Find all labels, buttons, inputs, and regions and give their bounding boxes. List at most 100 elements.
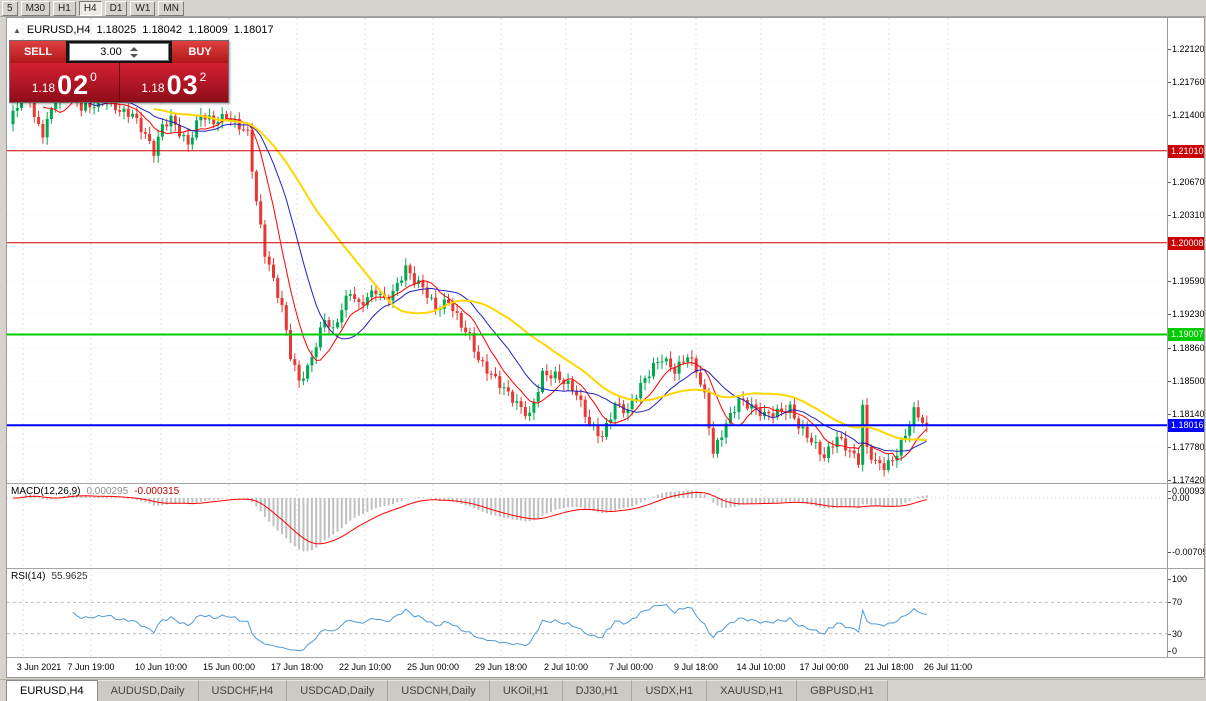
- macd-title: MACD(12,26,9): [11, 486, 81, 497]
- time-axis-label: 14 Jul 10:00: [736, 662, 786, 672]
- rsi-scale-label: 100: [1168, 574, 1188, 584]
- chart-tab-usdchf[interactable]: USDCHF,H4: [198, 680, 288, 701]
- time-axis-label: 3 Jun 2021: [16, 662, 62, 672]
- price-level-tag: 1.20008: [1168, 237, 1204, 250]
- chart-tab-usdcad[interactable]: USDCAD,Daily: [287, 680, 389, 701]
- chart-tabs-bar: EURUSD,H4 AUDUSD,Daily USDCHF,H4 USDCAD,Dai…: [0, 679, 1206, 701]
- time-axis-label: 25 Jun 00:00: [406, 662, 460, 672]
- macd-label: MACD(12,26,9) 0.000295 -0.000315: [11, 486, 179, 497]
- chart-tab-audusd[interactable]: AUDUSD,Daily: [97, 680, 199, 701]
- sell-price-pip: 0: [90, 70, 97, 84]
- price-scale-label: 1.20670: [1168, 177, 1204, 187]
- price-pane: 1.22120 1.21760 1.21400 1.20670 1.20310 1.195…: [7, 18, 1204, 484]
- time-axis-label: 2 Jul 10:00: [543, 662, 589, 672]
- rsi-label: RSI(14) 55.9625: [11, 571, 88, 582]
- chart-tab-usdx[interactable]: USDX,H1: [632, 680, 708, 701]
- symbol-period-label: EURUSD,H4: [26, 24, 91, 36]
- buy-price-main: 03: [166, 70, 199, 100]
- rsi-pane: 100 70 30 0 RSI(14) 55.9625: [7, 569, 1204, 658]
- time-axis-label: 7 Jul 00:00: [608, 662, 654, 672]
- trade-controls-row: SELL 3.00 BUY: [10, 41, 228, 63]
- macd-canvas[interactable]: [7, 484, 1167, 568]
- ohlc-low: 1.18009: [188, 24, 228, 36]
- macd-value: 0.000295: [86, 486, 129, 497]
- macd-scale-label: 0.000934: [1168, 487, 1204, 496]
- time-axis-label: 17 Jun 18:00: [270, 662, 324, 672]
- sell-price-prefix: 1.18: [31, 81, 56, 95]
- buy-price-display[interactable]: 1.18 03 2: [119, 63, 228, 102]
- rsi-value: 55.9625: [51, 571, 88, 582]
- time-axis-label: 9 Jul 18:00: [673, 662, 719, 672]
- price-scale-label: 1.22120: [1168, 44, 1204, 54]
- price-scale-label: 1.17780: [1168, 442, 1204, 452]
- chart-tab-gbpusd[interactable]: GBPUSD,H1: [797, 680, 888, 701]
- ohlc-open: 1.18025: [96, 24, 137, 36]
- time-axis-label: 15 Jun 00:00: [202, 662, 256, 672]
- rsi-scale[interactable]: 100 70 30 0: [1167, 569, 1204, 657]
- timeframe-buttons: 5 M30 H1 H4 D1 W1 MN: [0, 0, 1206, 16]
- chart-tab-ukoil[interactable]: UKOil,H1: [489, 680, 563, 701]
- price-scale-label: 1.18860: [1168, 343, 1204, 353]
- volume-increase-icon[interactable]: [129, 46, 138, 51]
- time-axis-label: 7 Jun 19:00: [67, 662, 115, 672]
- timeframe-button-w1[interactable]: W1: [130, 0, 156, 16]
- rsi-canvas[interactable]: [7, 569, 1167, 657]
- price-scale-label: 1.18140: [1168, 409, 1204, 419]
- rsi-scale-label: 30: [1168, 629, 1183, 639]
- macd-scale[interactable]: 0.0009340.00 -0.00705: [1167, 484, 1204, 568]
- price-scale-label: 1.18500: [1168, 376, 1204, 386]
- macd-pane: 0.0009340.00 -0.00705 MACD(12,26,9) 0.000…: [7, 484, 1204, 569]
- ohlc-high: 1.18042: [142, 24, 183, 36]
- chart-window: 1.22120 1.21760 1.21400 1.20670 1.20310 1.195…: [6, 17, 1205, 678]
- rsi-scale-label: 70: [1168, 597, 1183, 607]
- tick-direction-icon: ▲: [13, 25, 21, 35]
- timeframe-button-mn[interactable]: MN: [158, 0, 184, 16]
- macd-scale-label: 0.00: [1168, 493, 1190, 503]
- price-level-tag: 1.21010: [1168, 145, 1204, 158]
- time-axis[interactable]: 3 Jun 2021 7 Jun 19:00 10 Jun 10:00 15 Jun …: [7, 658, 1204, 677]
- buy-price-pip: 2: [199, 70, 207, 84]
- price-level-tag: 1.19007: [1168, 328, 1204, 341]
- rsi-title: RSI(14): [11, 571, 46, 582]
- chart-tab-eurusd[interactable]: EURUSD,H4: [6, 680, 98, 701]
- macd-signal-value: -0.000315: [134, 486, 180, 497]
- sell-button[interactable]: SELL: [10, 41, 66, 63]
- volume-spinner: [129, 46, 138, 58]
- rsi-scale-label: 0: [1168, 646, 1178, 656]
- price-scale-label: 1.21400: [1168, 110, 1204, 120]
- one-click-trading-panel: SELL 3.00 BUY 1.18 02 0 1.18: [9, 40, 229, 103]
- time-axis-label: 17 Jul 00:00: [799, 662, 849, 672]
- price-scale[interactable]: 1.22120 1.21760 1.21400 1.20670 1.20310 1.195…: [1167, 18, 1204, 483]
- chart-ohlc-title: ▲ EURUSD,H4 1.18025 1.18042 1.18009 1.18…: [13, 24, 274, 36]
- price-canvas[interactable]: [7, 18, 1167, 483]
- timeframe-button-h1[interactable]: H1: [53, 0, 76, 16]
- price-scale-label: 1.20310: [1168, 210, 1204, 220]
- time-axis-label: 29 Jun 18:00: [474, 662, 528, 672]
- time-axis-label: 21 Jul 18:00: [864, 662, 914, 672]
- timeframe-toolbar: 5 M30 H1 H4 D1 W1 MN: [0, 0, 1206, 17]
- timeframe-button-m30[interactable]: M30: [20, 0, 51, 16]
- chart-tab-usdcnh[interactable]: USDCNH,Daily: [388, 680, 490, 701]
- buy-price-prefix: 1.18: [141, 81, 165, 95]
- timeframe-button-d1[interactable]: D1: [104, 0, 128, 16]
- timeframe-button-5[interactable]: 5: [2, 0, 18, 16]
- volume-value[interactable]: 3.00: [100, 46, 122, 58]
- price-level-tag: 1.18016: [1168, 419, 1204, 432]
- timeframe-button-h4[interactable]: H4: [78, 0, 102, 16]
- buy-button[interactable]: BUY: [172, 41, 228, 63]
- volume-decrease-icon[interactable]: [129, 53, 138, 58]
- chart-tab-dj30[interactable]: DJ30,H1: [562, 680, 633, 701]
- ohlc-close: 1.18017: [233, 24, 274, 36]
- price-scale-label: 1.21760: [1168, 77, 1204, 87]
- time-axis-label: 26 Jul 11:00: [923, 662, 973, 672]
- price-scale-label: 1.17420: [1168, 475, 1204, 483]
- volume-field[interactable]: 3.00: [69, 43, 169, 61]
- sell-price-main: 02: [57, 70, 90, 100]
- time-axis-label: 22 Jun 10:00: [338, 662, 392, 672]
- trade-prices-row: 1.18 02 0 1.18 03 2: [10, 63, 228, 102]
- sell-price-display[interactable]: 1.18 02 0: [10, 63, 120, 102]
- price-scale-label: 1.19590: [1168, 276, 1204, 286]
- price-scale-label: 1.19230: [1168, 309, 1204, 319]
- time-axis-label: 10 Jun 10:00: [134, 662, 188, 672]
- chart-tab-xauusd[interactable]: XAUUSD,H1: [707, 680, 798, 701]
